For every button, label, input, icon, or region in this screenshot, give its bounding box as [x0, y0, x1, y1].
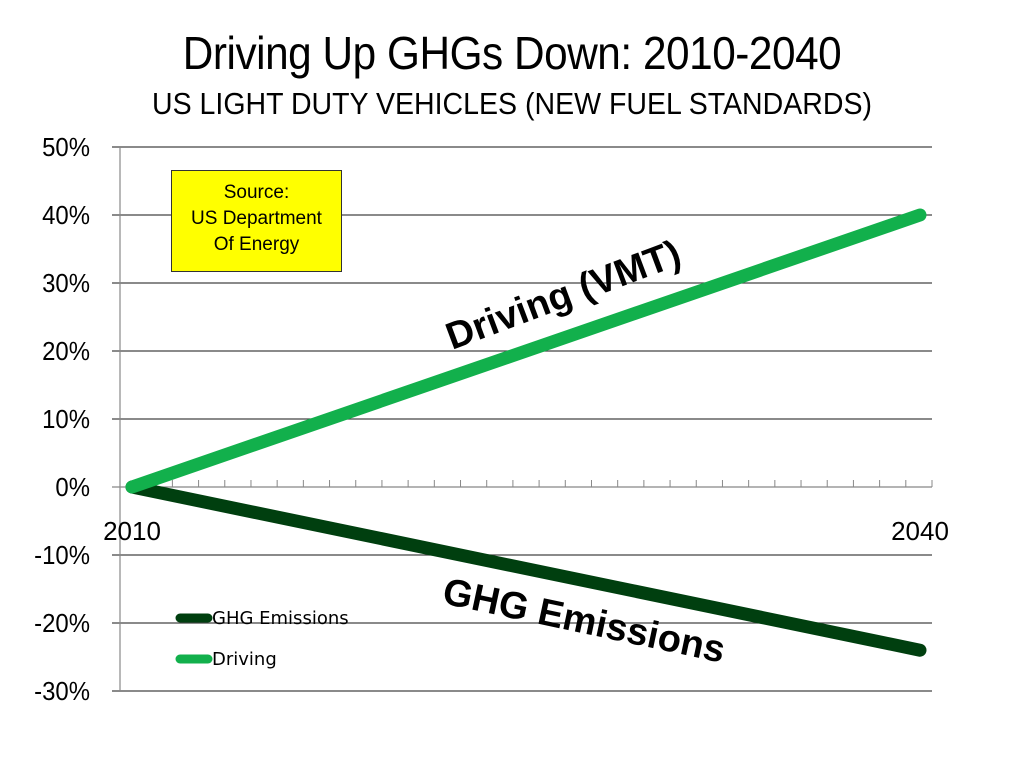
series-line-ghg-emissions [125, 480, 927, 657]
x-tick-label: 2010 [103, 516, 161, 546]
legend-label: GHG Emissions [212, 608, 349, 629]
y-tick-label: 50% [42, 133, 90, 162]
chart-subtitle: US LIGHT DUTY VEHICLES (NEW FUEL STANDAR… [152, 86, 872, 121]
y-tick-label: 0% [55, 473, 90, 502]
series-line-driving [125, 208, 927, 494]
y-tick-label: -30% [34, 677, 90, 706]
legend-label: Driving [212, 649, 277, 670]
x-axis: 2010 2040 [103, 480, 949, 546]
y-tick-label: 20% [42, 337, 90, 366]
y-tick-label: -10% [34, 541, 90, 570]
y-tick-label: 30% [42, 269, 90, 298]
y-axis: 50% 40% 30% 20% 10% 0% -10% -20% -30% [34, 133, 121, 706]
x-tick-label: 2040 [891, 516, 949, 546]
y-tick-label: -20% [34, 609, 90, 638]
source-box: Source: US Department Of Energy [171, 170, 342, 272]
source-line: Source: [223, 182, 290, 203]
legend: GHG Emissions Driving [175, 608, 349, 670]
chart-title: Driving Up GHGs Down: 2010-2040 [182, 27, 842, 79]
series-lines [125, 208, 927, 657]
y-tick-label: 40% [42, 201, 90, 230]
source-line: US Department [191, 208, 322, 229]
y-tick-label: 10% [42, 405, 90, 434]
source-line: Of Energy [213, 234, 300, 255]
